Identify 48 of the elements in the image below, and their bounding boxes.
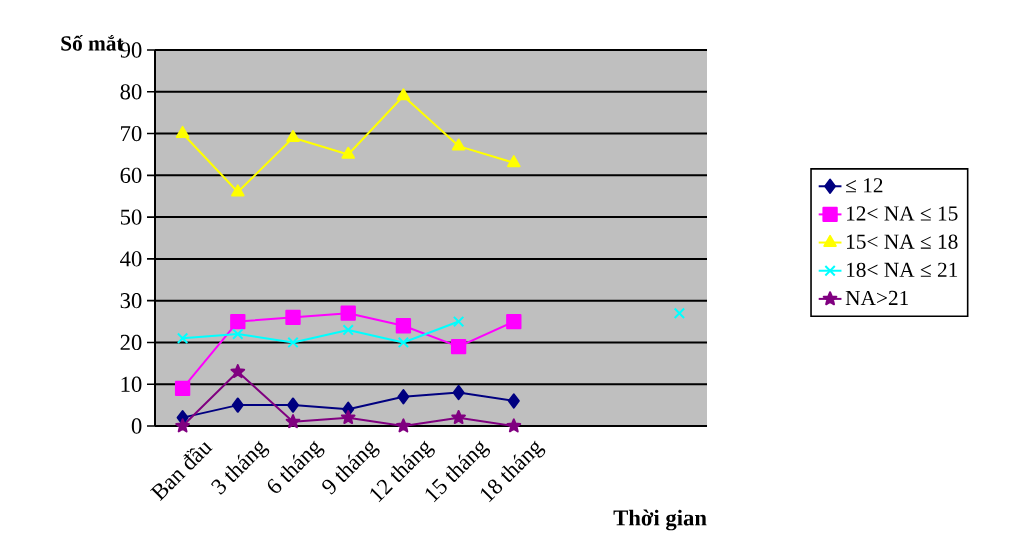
point	[452, 384, 465, 401]
y-tick-label: 50	[120, 209, 142, 225]
legend-label: ≤ 12	[846, 178, 883, 193]
y-tick-label: 30	[120, 293, 142, 309]
point	[506, 418, 522, 433]
point	[285, 309, 301, 326]
legend-label: NA>21	[845, 290, 909, 305]
point	[231, 397, 244, 413]
point	[230, 313, 246, 330]
legend-label: 18< NA ≤ 21	[847, 262, 958, 278]
point	[231, 184, 245, 197]
point	[175, 418, 190, 433]
point	[673, 307, 686, 319]
point	[395, 318, 412, 334]
point	[341, 146, 355, 159]
y-tick-label: 60	[120, 167, 142, 183]
point	[450, 338, 467, 355]
point	[507, 393, 520, 409]
point	[176, 332, 189, 344]
legend-label: 15< NA ≤ 18	[847, 234, 958, 249]
point	[506, 313, 522, 330]
point	[451, 409, 466, 425]
point	[397, 389, 410, 405]
point	[340, 305, 356, 321]
y-tick-label: 0	[131, 418, 142, 434]
point	[396, 418, 411, 433]
point	[174, 380, 191, 397]
point	[232, 328, 244, 340]
point	[396, 88, 411, 101]
point	[175, 125, 190, 138]
y-tick-label: 80	[120, 84, 142, 100]
point	[451, 138, 466, 151]
y-tick-label: 20	[120, 334, 142, 351]
y-tick-label: 70	[121, 125, 142, 142]
point	[340, 409, 356, 425]
legend-label: 12< NA ≤ 15	[847, 206, 958, 221]
point	[285, 414, 301, 429]
y-tick-label: 10	[121, 376, 142, 392]
point	[342, 324, 354, 336]
y-tick-label: 40	[120, 251, 142, 267]
point	[287, 336, 299, 349]
x-axis-title: Thời gian	[613, 509, 707, 531]
point	[230, 364, 246, 379]
point	[286, 130, 300, 143]
point	[397, 336, 410, 349]
point	[507, 155, 521, 168]
point	[452, 315, 465, 328]
point	[287, 397, 299, 413]
